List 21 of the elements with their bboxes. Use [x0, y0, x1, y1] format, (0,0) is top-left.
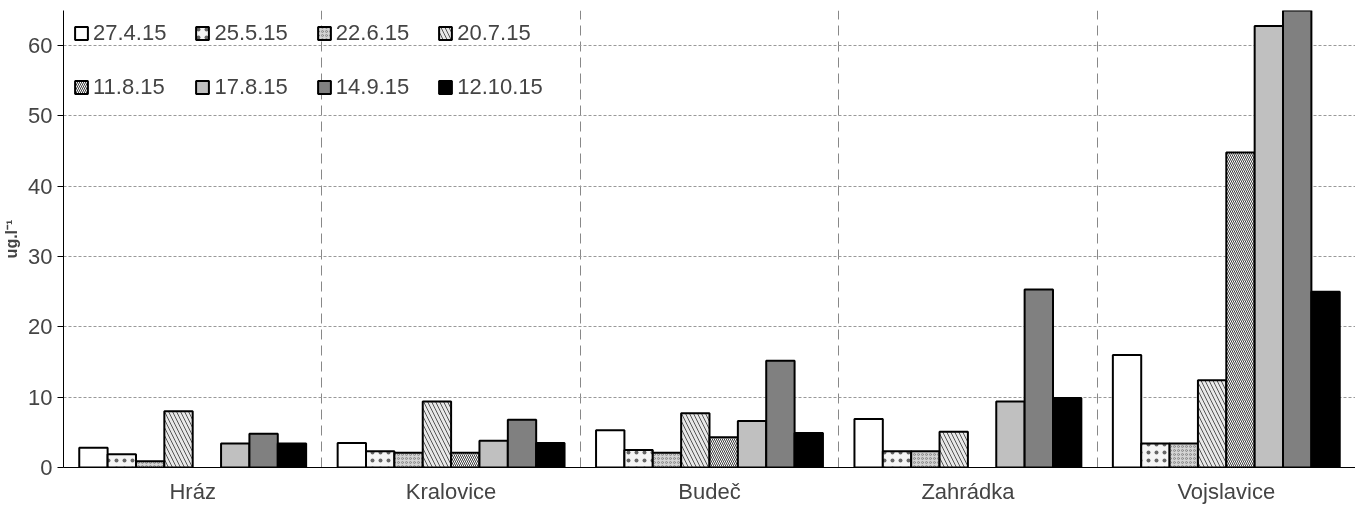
- legend-label: 27.4.15: [93, 20, 167, 46]
- y-tick-label: 0: [40, 455, 53, 480]
- y-tick-label: 40: [28, 173, 53, 199]
- legend-label: 17.8.15: [214, 74, 288, 100]
- x-tick-label: Zahrádka: [921, 478, 1016, 504]
- y-tick-label: 10: [28, 384, 53, 410]
- x-tick-label: Hráz: [169, 478, 216, 504]
- legend-label: 14.9.15: [335, 74, 410, 100]
- legend-label: 11.8.15: [93, 74, 165, 100]
- y-tick-label: 20: [28, 314, 53, 340]
- y-tick-label: 60: [28, 33, 53, 59]
- y-tick-label: 30: [28, 244, 53, 270]
- legend-label: 22.6.15: [335, 20, 410, 46]
- x-tick-label: Vojslavice: [1177, 478, 1276, 504]
- y-tick-label: 50: [28, 103, 53, 129]
- legend-label: 20.7.15: [457, 20, 531, 46]
- legend-label: 25.5.15: [214, 20, 288, 46]
- x-tick-label: Budeč: [678, 478, 741, 504]
- x-tick-label: Kralovice: [405, 478, 497, 504]
- y-axis-title: ug.l⁻¹: [3, 219, 21, 259]
- legend-label: 12.10.15: [457, 74, 543, 100]
